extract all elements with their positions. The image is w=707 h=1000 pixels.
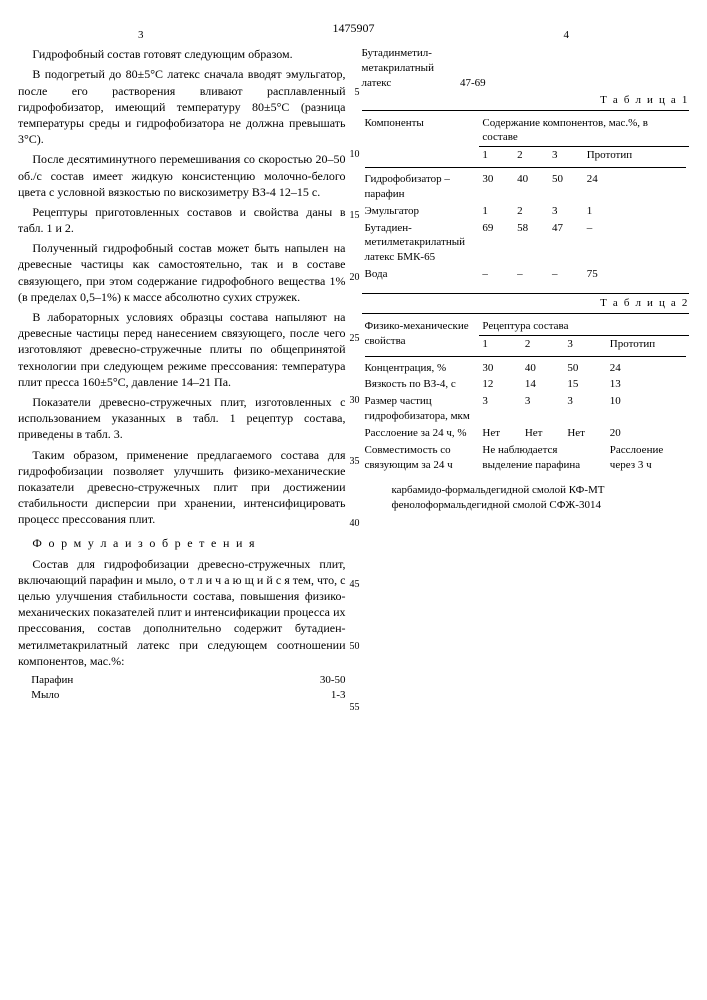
formula-text: Состав для гидрофобизации древесно-струж…: [18, 556, 346, 669]
ingredient-row: Парафин 30-50: [31, 673, 345, 688]
table1-title: Т а б л и ц а 1: [362, 93, 690, 108]
left-column: 5 10 15 20 25 30 35 40 45 50 55 Гидрофоб…: [18, 46, 346, 702]
paragraph: Таким образом, применение предлагаемого …: [18, 447, 346, 528]
table-row: Вязкость по ВЗ-4, с12141513: [362, 376, 690, 393]
table-row: Бутадиен-метилметакрилатный латекс БМК-6…: [362, 220, 690, 267]
table-1: Компоненты Содержание компонентов, мас.%…: [362, 115, 690, 283]
table-row: Гидрофобизатор – парафин30405024: [362, 171, 690, 203]
page-col-left: 3: [138, 28, 144, 43]
table-row: Размер частиц гидрофобизатора, мкм33310: [362, 393, 690, 425]
table2-title: Т а б л и ц а 2: [362, 296, 690, 311]
table-row: Расслоение за 24 ч, %НетНетНет20: [362, 425, 690, 442]
table-row: Вода–––75: [362, 266, 690, 283]
paragraph: После десятиминутного перемешивания со с…: [18, 151, 346, 200]
paragraph: Показатели древесно-стружечных плит, изг…: [18, 394, 346, 443]
table-row: Эмульгатор1231: [362, 203, 690, 220]
paragraph: Рецептуры приготовленных составов и свой…: [18, 204, 346, 236]
ingredient-row: Мыло 1-3: [31, 688, 345, 703]
latex-range-block: Бутадинметил- метакрилатный латекс 47-69: [362, 46, 690, 91]
table-2: Физико-механические свойства Рецептура с…: [362, 318, 690, 474]
table-row: Совместимость со связующим за 24 ч Не на…: [362, 442, 690, 474]
paragraph: Гидрофобный состав готовят следующим обр…: [18, 46, 346, 62]
page-col-right: 4: [564, 28, 570, 43]
table-row: Концентрация, %30405024: [362, 360, 690, 377]
paragraph: В лабораторных условиях образцы состава …: [18, 309, 346, 390]
bottom-note: карбамидо-формальдегидной смолой КФ-МТ ф…: [392, 483, 690, 513]
paragraph: В подогретый до 80±5°С латекс сначала вв…: [18, 66, 346, 147]
right-column: Бутадинметил- метакрилатный латекс 47-69…: [362, 46, 690, 702]
patent-number: 1475907: [18, 20, 689, 36]
formula-title: Ф о р м у л а и з о б р е т е н и я: [18, 535, 346, 551]
paragraph: Полученный гидрофобный состав может быть…: [18, 240, 346, 305]
line-number-gutter: 5 10 15 20 25 30 35 40 45 50 55: [346, 46, 360, 715]
